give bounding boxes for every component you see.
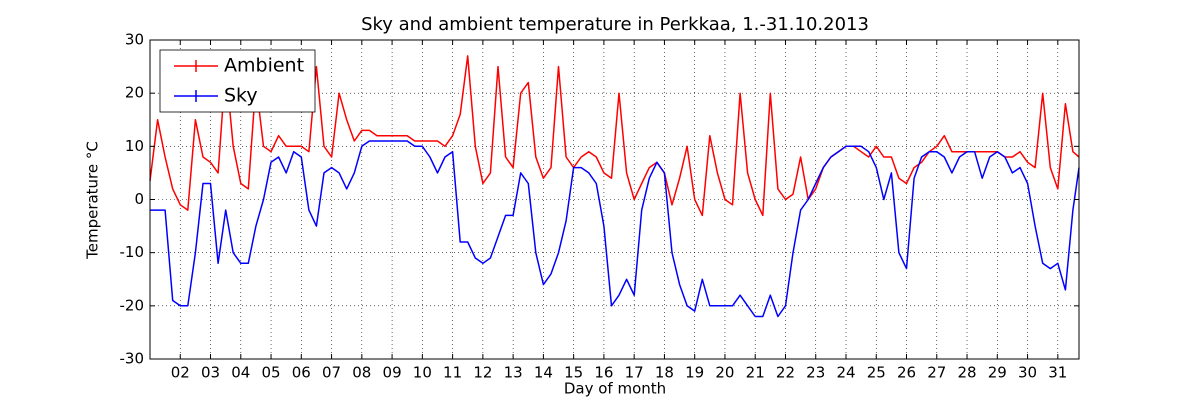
x-tick-label: 15 — [564, 364, 583, 382]
x-tick-label: 14 — [534, 364, 553, 382]
x-tick-label: 10 — [413, 364, 432, 382]
legend-label: Sky — [224, 85, 258, 107]
y-tick-label: 20 — [125, 84, 144, 102]
x-tick-label: 11 — [443, 364, 462, 382]
y-tick-label: 30 — [125, 31, 144, 49]
x-tick-label: 20 — [715, 364, 734, 382]
axes: -30 -20 -10 0 10 20 30 02 03 04 05 06 07 08 09 10 11 12 13… — [120, 31, 1080, 382]
x-tick-label: 07 — [322, 364, 341, 382]
x-tick-label: 03 — [201, 364, 220, 382]
x-tick-label: 19 — [685, 364, 704, 382]
x-tick-label: 23 — [806, 364, 825, 382]
chart-title: Sky and ambient temperature in Perkkaa, … — [361, 14, 869, 35]
x-tick-label: 30 — [1018, 364, 1037, 382]
legend-box — [159, 49, 316, 113]
y-tick-label: -30 — [120, 350, 145, 368]
line-series — [149, 55, 1080, 217]
x-tick-label: 18 — [655, 364, 674, 382]
y-tick-label: -20 — [120, 296, 145, 314]
line-series — [150, 140, 1080, 318]
x-tick-label: 31 — [1048, 364, 1067, 382]
x-tick-label: 02 — [171, 364, 190, 382]
y-axis-label: Temperature °C — [84, 141, 102, 260]
legend: Ambient Sky — [159, 49, 316, 113]
x-tick-label: 06 — [292, 364, 311, 382]
x-tick-label: 28 — [957, 364, 976, 382]
y-tick-label: 0 — [134, 190, 144, 208]
x-tick-label: 13 — [504, 364, 523, 382]
legend-label: Ambient — [224, 55, 304, 77]
x-tick-label: 26 — [897, 364, 916, 382]
x-tick-label: 24 — [836, 364, 855, 382]
x-tick-label: 29 — [988, 364, 1007, 382]
x-axis-label: Day of month — [564, 380, 666, 398]
plot-area — [149, 55, 1080, 318]
x-tick-label: 16 — [594, 364, 613, 382]
y-tick-label: -10 — [120, 243, 145, 261]
plot-frame — [149, 39, 1080, 360]
x-tick-label: 04 — [231, 364, 250, 382]
x-tick-label: 25 — [867, 364, 886, 382]
x-tick-label: 17 — [625, 364, 644, 382]
x-tick-label: 22 — [776, 364, 795, 382]
y-tick-label: 10 — [125, 137, 144, 155]
x-tick-label: 12 — [473, 364, 492, 382]
x-tick-label: 05 — [261, 364, 280, 382]
x-tick-label: 21 — [746, 364, 765, 382]
x-tick-label: 27 — [927, 364, 946, 382]
x-tick-label: 08 — [352, 364, 371, 382]
x-tick-label: 09 — [383, 364, 402, 382]
